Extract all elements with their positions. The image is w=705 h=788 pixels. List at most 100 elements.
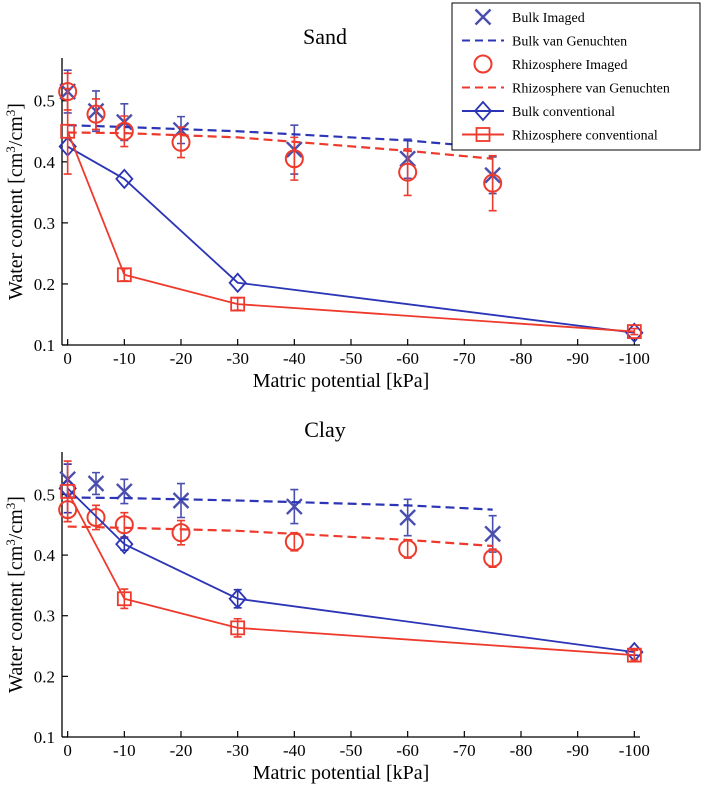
error-bar xyxy=(120,115,129,148)
data-point xyxy=(60,484,76,499)
legend-label: Bulk Imaged xyxy=(512,11,585,26)
error-bar xyxy=(630,327,639,336)
x-tick-label: 0 xyxy=(63,349,72,368)
error-bar xyxy=(177,126,185,159)
series-rhizosphere-conventional xyxy=(60,460,642,663)
error-bar xyxy=(63,87,72,175)
legend-item: Bulk Imaged xyxy=(474,8,585,26)
legend-marker xyxy=(473,54,493,74)
y-tick-label: 0.4 xyxy=(34,546,56,565)
error-bar xyxy=(290,136,299,181)
series-line xyxy=(67,124,493,149)
legend: Bulk Imaged Bulk van Genuchten Rhizosphere… xyxy=(451,2,701,151)
series-line xyxy=(66,490,635,657)
data-point xyxy=(114,121,134,141)
data-point xyxy=(230,296,246,312)
series-rhizosphere-imaged xyxy=(58,72,503,212)
y-tick-label: 0.2 xyxy=(34,667,55,686)
x-tick-label: -90 xyxy=(566,741,589,760)
series-bulk-van-genuchten xyxy=(67,124,493,149)
x-tick-label: -50 xyxy=(340,349,363,368)
series-line xyxy=(67,487,635,653)
data-point xyxy=(86,104,106,124)
error-bar xyxy=(63,460,72,523)
x-tick-label: -70 xyxy=(453,741,476,760)
y-axis-title-part: /cm xyxy=(5,509,27,539)
x-tick-label: -80 xyxy=(510,741,533,760)
x-tick-label: -20 xyxy=(170,349,193,368)
x-tick-label: -40 xyxy=(283,349,306,368)
data-point xyxy=(483,173,503,193)
data-point xyxy=(399,509,417,526)
y-tick-label: 0.1 xyxy=(34,336,55,355)
legend-item: Rhizosphere Imaged xyxy=(473,54,627,74)
y-axis-title-part: Water content [cm xyxy=(5,545,27,693)
clay-panel: Clay 0 -10 -20 -30 -40 -50 -60 -70 -80 -90 -100 0.1 0… xyxy=(3,417,650,784)
error-bar xyxy=(630,649,639,661)
x-tick-label: 0 xyxy=(63,741,72,760)
x-axis-title: Matric potential [kPa] xyxy=(253,370,430,392)
x-axis-title: Matric potential [kPa] xyxy=(253,762,430,784)
data-point xyxy=(171,132,191,152)
y-axis-title-part: Water content [cm xyxy=(5,152,27,300)
chart-title: Clay xyxy=(304,417,346,442)
y-tick-label: 0.5 xyxy=(34,92,55,111)
data-point xyxy=(116,591,132,607)
x-tick-label: -90 xyxy=(566,349,589,368)
legend-item: Bulk van Genuchten xyxy=(462,35,627,50)
series-rhizosphere-van-genuchten xyxy=(67,525,493,548)
series-rhizosphere-van-genuchten xyxy=(67,131,493,160)
y-tick-label: 0.4 xyxy=(34,153,56,172)
data-point xyxy=(171,523,191,543)
data-point xyxy=(116,267,132,283)
series-line xyxy=(67,525,493,548)
y-axis-title-part: /cm xyxy=(5,116,27,146)
x-tick-label: -10 xyxy=(113,741,136,760)
legend-label: Bulk conventional xyxy=(512,105,615,120)
data-point xyxy=(626,647,642,663)
y-tick-label: 0.5 xyxy=(34,485,55,504)
chart-title: Sand xyxy=(303,24,347,49)
x-tick-label: -100 xyxy=(619,349,650,368)
data-point xyxy=(86,507,106,527)
y-axis-title-part: ] xyxy=(5,103,27,110)
legend-item: Rhizosphere van Genuchten xyxy=(462,82,670,97)
y-axis-title-sup: 3 xyxy=(3,503,18,510)
legend-item: Bulk conventional xyxy=(462,100,615,122)
error-bar xyxy=(403,539,412,559)
error-bar xyxy=(488,154,497,212)
legend-item: Rhizosphere conventional xyxy=(462,127,658,144)
data-point xyxy=(60,123,76,139)
data-point xyxy=(115,533,134,555)
legend-marker xyxy=(474,8,492,26)
legend-box xyxy=(451,2,701,151)
series-rhizosphere-conventional xyxy=(60,87,642,339)
series-bulk-imaged xyxy=(59,69,502,195)
series-bulk-van-genuchten xyxy=(67,496,493,511)
data-point xyxy=(114,515,134,535)
y-axis-title-part: ] xyxy=(5,496,27,503)
y-axis-title-sup: 3 xyxy=(3,110,18,117)
x-tick-label: -30 xyxy=(226,349,249,368)
series-line xyxy=(67,131,493,160)
x-tick-label: -50 xyxy=(340,741,363,760)
data-point xyxy=(115,168,134,190)
error-bar xyxy=(92,98,100,131)
y-tick-label: 0.3 xyxy=(34,607,55,626)
legend-label: Bulk van Genuchten xyxy=(512,35,627,50)
legend-marker xyxy=(473,100,493,122)
x-tick-label: -20 xyxy=(170,741,193,760)
error-bar xyxy=(403,148,412,197)
x-tick-label: -80 xyxy=(510,349,533,368)
y-tick-label: 0.2 xyxy=(34,275,55,294)
data-point xyxy=(484,525,502,543)
data-point xyxy=(228,272,247,294)
data-point xyxy=(115,483,133,500)
error-bar xyxy=(290,531,299,552)
y-tick-label: 0.3 xyxy=(34,214,55,233)
data-point xyxy=(483,548,503,568)
data-point xyxy=(398,162,418,182)
x-tick-label: -60 xyxy=(396,741,419,760)
data-point xyxy=(230,620,246,636)
